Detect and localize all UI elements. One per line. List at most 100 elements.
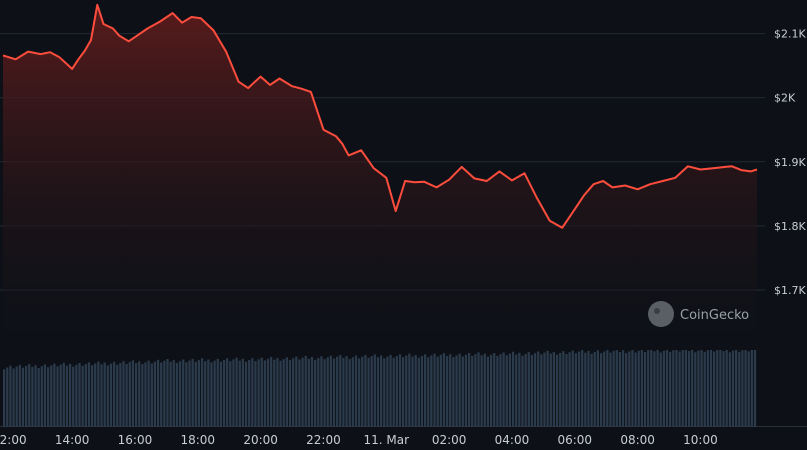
volume-bar — [533, 353, 537, 427]
volume-bar — [581, 350, 584, 427]
volume-bar — [68, 363, 72, 427]
volume-bar — [364, 355, 367, 427]
volume-bar — [590, 353, 593, 427]
volume-bar — [565, 354, 568, 427]
volume-bar — [28, 364, 31, 427]
volume-bar — [640, 350, 643, 427]
volume-bar — [489, 354, 493, 427]
volume-bar — [307, 358, 310, 427]
volume-bar — [753, 350, 757, 427]
volume-bar — [584, 352, 587, 427]
volume-bar — [675, 350, 678, 427]
volume-bar — [574, 353, 578, 427]
volume-bar — [270, 356, 273, 427]
volume-bar — [719, 350, 722, 427]
volume-bar — [455, 355, 458, 427]
volume-bar — [389, 354, 392, 427]
volume-bar — [474, 354, 477, 427]
volume-bar — [411, 356, 414, 427]
volume-bar — [621, 350, 625, 427]
coingecko-logo-icon — [648, 301, 674, 327]
volume-bar — [744, 350, 747, 427]
volume-bar — [631, 350, 634, 427]
volume-bar — [34, 365, 37, 427]
volume-bar — [669, 351, 672, 427]
volume-bar — [178, 361, 182, 427]
volume-bar — [703, 351, 706, 427]
volume-bar — [194, 361, 197, 427]
volume-bar — [471, 355, 474, 427]
volume-bar — [18, 364, 21, 427]
volume-bar — [681, 350, 684, 427]
volume-bar — [637, 350, 640, 427]
x-tick-label: 08:00 — [620, 433, 655, 447]
volume-bar — [423, 354, 427, 427]
volume-bar — [728, 352, 731, 427]
volume-bar — [493, 353, 496, 427]
volume-bar — [175, 363, 179, 427]
volume-bar — [496, 355, 499, 427]
volume-bar — [172, 360, 175, 427]
volume-bar — [103, 362, 106, 427]
volume-bar — [65, 365, 69, 427]
volume-bar — [694, 352, 697, 427]
x-tick-label: 14:00 — [55, 433, 90, 447]
volume-bar — [370, 356, 373, 427]
volume-bar — [46, 367, 50, 427]
volume-bar — [348, 359, 351, 427]
volume-bar — [684, 350, 687, 427]
volume-bar — [530, 355, 534, 427]
volume-bar — [587, 350, 590, 427]
volume-bar — [128, 362, 131, 427]
volume-bar — [37, 368, 40, 427]
volume-bar — [380, 355, 383, 427]
volume-bar — [706, 350, 709, 427]
volume-bar — [577, 351, 581, 427]
volume-bar — [555, 354, 559, 427]
volume-bar — [568, 352, 571, 427]
volume-bar — [672, 350, 675, 427]
volume-bar — [716, 350, 719, 427]
volume-bar — [304, 355, 307, 427]
volume-bar — [420, 356, 424, 427]
volume-bar — [109, 363, 113, 427]
volume-bar — [106, 365, 109, 427]
volume-bar — [263, 360, 266, 427]
volume-bar — [634, 352, 637, 427]
volume-bar — [122, 361, 125, 427]
volume-bar — [483, 353, 486, 427]
volume-bar — [653, 351, 656, 427]
volume-bar — [505, 355, 508, 427]
volume-bar — [521, 355, 524, 427]
volume-bar — [207, 359, 210, 427]
volume-bar — [562, 351, 565, 427]
volume-bar — [665, 350, 669, 427]
volume-bar — [398, 354, 402, 427]
volume-bar — [87, 362, 91, 427]
volume-bar — [477, 352, 480, 427]
x-tick-label: 04:00 — [495, 433, 530, 447]
volume-bar — [480, 355, 483, 427]
volume-bar — [53, 363, 56, 427]
volume-bar — [345, 356, 348, 427]
volume-bar — [15, 366, 18, 427]
y-axis-ticks: $1.7K $1.8K $1.9K $2K $2.1K — [774, 28, 806, 297]
volume-bar — [62, 362, 65, 427]
volume-bar — [436, 356, 439, 427]
volume-bar — [687, 351, 691, 428]
volume-bar — [125, 363, 128, 427]
volume-bar — [741, 350, 744, 427]
volume-bar — [191, 358, 194, 427]
volume-bar — [285, 357, 288, 427]
volume-bar — [722, 351, 725, 428]
price-line — [2, 3, 758, 229]
volume-bar — [116, 364, 119, 427]
volume-bar — [90, 365, 94, 427]
volume-bar — [197, 360, 201, 427]
volume-bar — [615, 350, 618, 427]
volume-bar — [540, 354, 543, 427]
volume-bar — [40, 366, 43, 427]
volume-bar — [618, 352, 622, 427]
volume-bar — [276, 358, 279, 427]
volume-bar — [273, 359, 276, 427]
